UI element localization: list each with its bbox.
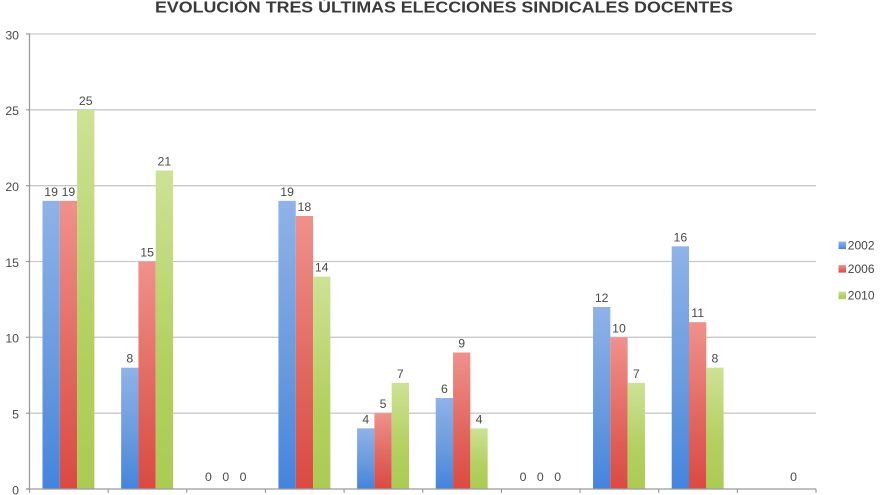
svg-text:8: 8 [126,352,133,366]
svg-text:14: 14 [315,261,329,275]
svg-text:5: 5 [380,397,387,411]
svg-text:19: 19 [62,185,76,199]
svg-text:21: 21 [158,155,172,169]
svg-text:2010: 2010 [848,289,875,303]
svg-text:8: 8 [712,352,719,366]
svg-text:25: 25 [79,94,93,108]
svg-text:19: 19 [280,185,294,199]
svg-text:20: 20 [5,180,19,194]
svg-text:0: 0 [205,470,212,484]
svg-text:15: 15 [140,246,154,260]
svg-text:0: 0 [537,470,544,484]
svg-text:18: 18 [298,200,312,214]
svg-text:15: 15 [5,256,19,270]
svg-text:10: 10 [612,321,626,335]
svg-text:25: 25 [5,104,19,118]
svg-text:0: 0 [554,470,561,484]
svg-text:11: 11 [691,306,704,320]
svg-text:0: 0 [520,470,527,484]
svg-text:0: 0 [240,470,247,484]
svg-text:2002: 2002 [848,239,875,253]
svg-text:4: 4 [362,412,369,426]
svg-text:7: 7 [633,367,640,381]
svg-text:6: 6 [441,382,448,396]
svg-text:0: 0 [12,483,19,495]
svg-text:0: 0 [222,470,229,484]
svg-text:12: 12 [595,291,609,305]
svg-text:EVOLUCIÓN TRES ÚLTIMAS ELECCIO: EVOLUCIÓN TRES ÚLTIMAS ELECCIONES SINDIC… [155,0,733,17]
svg-text:4: 4 [476,412,483,426]
svg-text:10: 10 [5,332,19,346]
svg-text:5: 5 [12,407,19,421]
svg-text:7: 7 [397,367,404,381]
svg-text:30: 30 [5,28,19,42]
svg-text:19: 19 [44,185,58,199]
svg-text:0: 0 [790,470,797,484]
svg-text:16: 16 [674,230,688,244]
svg-text:9: 9 [458,337,465,351]
svg-text:2006: 2006 [848,262,875,276]
